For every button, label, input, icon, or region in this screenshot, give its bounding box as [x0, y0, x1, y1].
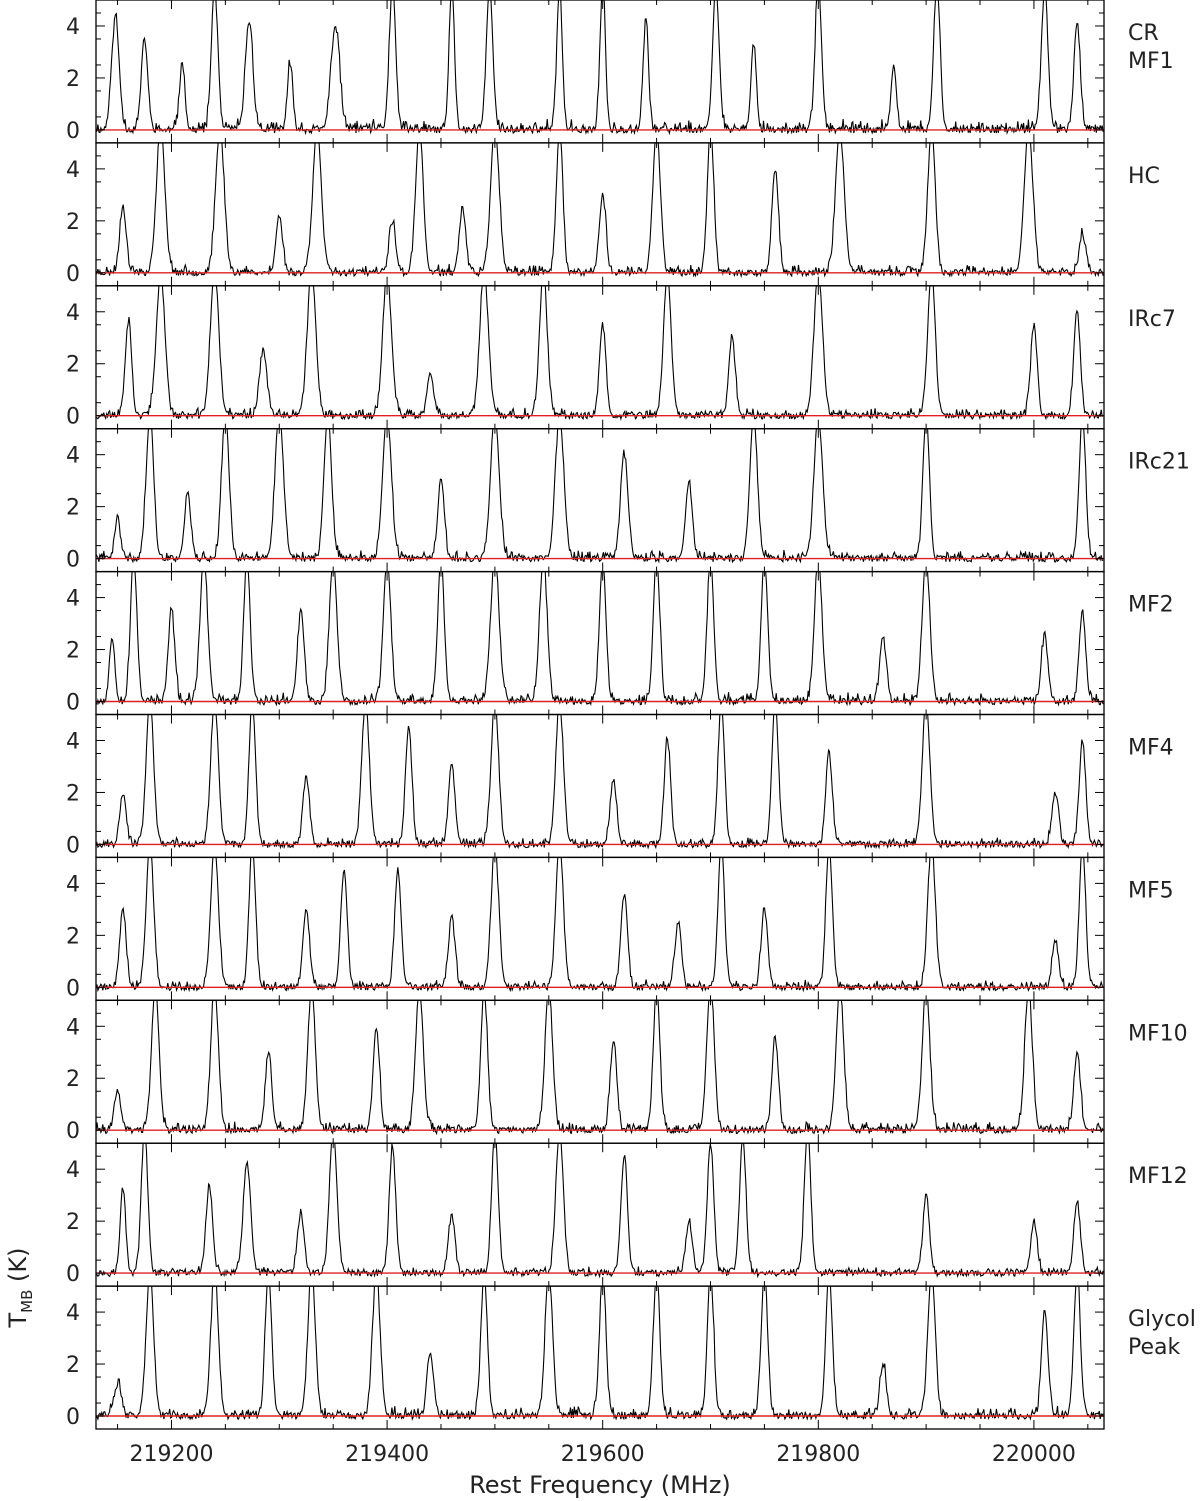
spectrum-panel: 0 2 4 MF5 — [66, 856, 1174, 1001]
panel-label: MF10 — [1128, 1021, 1188, 1046]
panel-frame — [95, 999, 1105, 1144]
y-tick-label: 0 — [66, 548, 80, 573]
spectrum-line — [96, 1286, 1104, 1421]
y-tick-label: 2 — [66, 67, 80, 92]
spectrum-line — [96, 714, 1104, 850]
y-tick-label: 4 — [66, 301, 80, 326]
y-tick-label: 2 — [66, 1067, 80, 1092]
x-tick-label: 219400 — [345, 1442, 429, 1467]
spectrum-panel: 0 2 4 MF10 — [66, 999, 1188, 1144]
y-tick-label: 0 — [66, 1119, 80, 1144]
panel-label: MF12 — [1128, 1164, 1188, 1189]
panel-frame — [95, 0, 1105, 144]
panel-label: Peak — [1128, 1335, 1180, 1360]
y-tick-label: 2 — [66, 496, 80, 521]
x-tick-label: 219200 — [129, 1442, 213, 1467]
y-tick-label: 0 — [66, 119, 80, 144]
spectrum-line — [96, 0, 1104, 136]
y-tick-label: 0 — [66, 1405, 80, 1430]
spectrum-panel: 0 2 4 Glycol Peak — [66, 1285, 1196, 1430]
spectrum-line — [96, 857, 1104, 993]
spectrum-panel: 0 2 4 HC — [66, 142, 1160, 287]
y-tick-label: 0 — [66, 691, 80, 716]
spectrum-panel: 0 2 4 MF4 — [66, 713, 1174, 859]
spectrum-panel: 0 2 4 MF12 — [66, 1142, 1188, 1287]
y-axis-label-main: T — [4, 1313, 32, 1329]
spectrum-panel: 0 2 4 CR MF1 — [66, 0, 1174, 144]
x-tick-label: 219600 — [561, 1442, 645, 1467]
y-tick-label: 0 — [66, 833, 80, 858]
panel-frame — [95, 1285, 1105, 1430]
x-axis-label: Rest Frequency (MHz) — [469, 1471, 731, 1499]
y-tick-label: 2 — [66, 1210, 80, 1235]
y-tick-label: 2 — [66, 210, 80, 235]
spectrum-line — [96, 1143, 1104, 1279]
panel-label: Glycol — [1128, 1307, 1196, 1332]
x-tick-label: 219800 — [776, 1442, 860, 1467]
y-tick-label: 2 — [66, 353, 80, 378]
y-tick-label: 0 — [66, 262, 80, 287]
spectrum-line — [96, 1000, 1104, 1136]
y-tick-label: 4 — [66, 1301, 80, 1326]
spectrum-panel: 0 2 4 MF2 — [66, 570, 1174, 716]
y-tick-label: 4 — [66, 15, 80, 40]
y-tick-label: 4 — [66, 729, 80, 754]
y-tick-label: 4 — [66, 587, 80, 612]
x-axis: 219200 219400 219600 219800 220000 — [129, 1442, 1075, 1467]
panel-label: MF5 — [1128, 878, 1174, 903]
y-tick-label: 0 — [66, 976, 80, 1001]
y-tick-label: 4 — [66, 158, 80, 183]
panel-frame — [95, 713, 1105, 859]
spectrum-line — [96, 571, 1104, 707]
y-tick-label: 2 — [66, 781, 80, 806]
svg-text:TMB (K): TMB (K) — [4, 1248, 36, 1329]
spectrum-panel: 0 2 4 IRc21 — [66, 428, 1190, 573]
y-tick-label: 2 — [66, 639, 80, 664]
y-tick-label: 2 — [66, 924, 80, 949]
y-tick-label: 4 — [66, 444, 80, 469]
y-axis-label: TMB (K) — [4, 1248, 36, 1329]
y-tick-label: 4 — [66, 1015, 80, 1040]
y-axis-label-unit: (K) — [4, 1248, 32, 1290]
panel-label: IRc21 — [1128, 450, 1190, 475]
panel-label: HC — [1128, 164, 1160, 189]
x-tick-label: 220000 — [992, 1442, 1076, 1467]
panel-label: IRc7 — [1128, 307, 1176, 332]
panel-label: MF2 — [1128, 593, 1174, 618]
spectrum-line — [96, 142, 1104, 279]
panel-frame — [95, 428, 1105, 573]
spectrum-panel: 0 2 4 IRc7 — [66, 285, 1176, 430]
panel-label: CR — [1128, 21, 1159, 46]
spectrum-line — [96, 428, 1104, 564]
y-tick-label: 4 — [66, 872, 80, 897]
panel-label: MF1 — [1128, 49, 1174, 74]
y-tick-label: 2 — [66, 1353, 80, 1378]
y-axis-label-subscript: MB — [18, 1290, 36, 1313]
y-tick-label: 0 — [66, 1262, 80, 1287]
panel-label: MF4 — [1128, 736, 1174, 761]
y-tick-label: 0 — [66, 405, 80, 430]
panel-frame — [95, 856, 1105, 1001]
spectrum-line — [96, 285, 1104, 421]
y-tick-label: 4 — [66, 1158, 80, 1183]
